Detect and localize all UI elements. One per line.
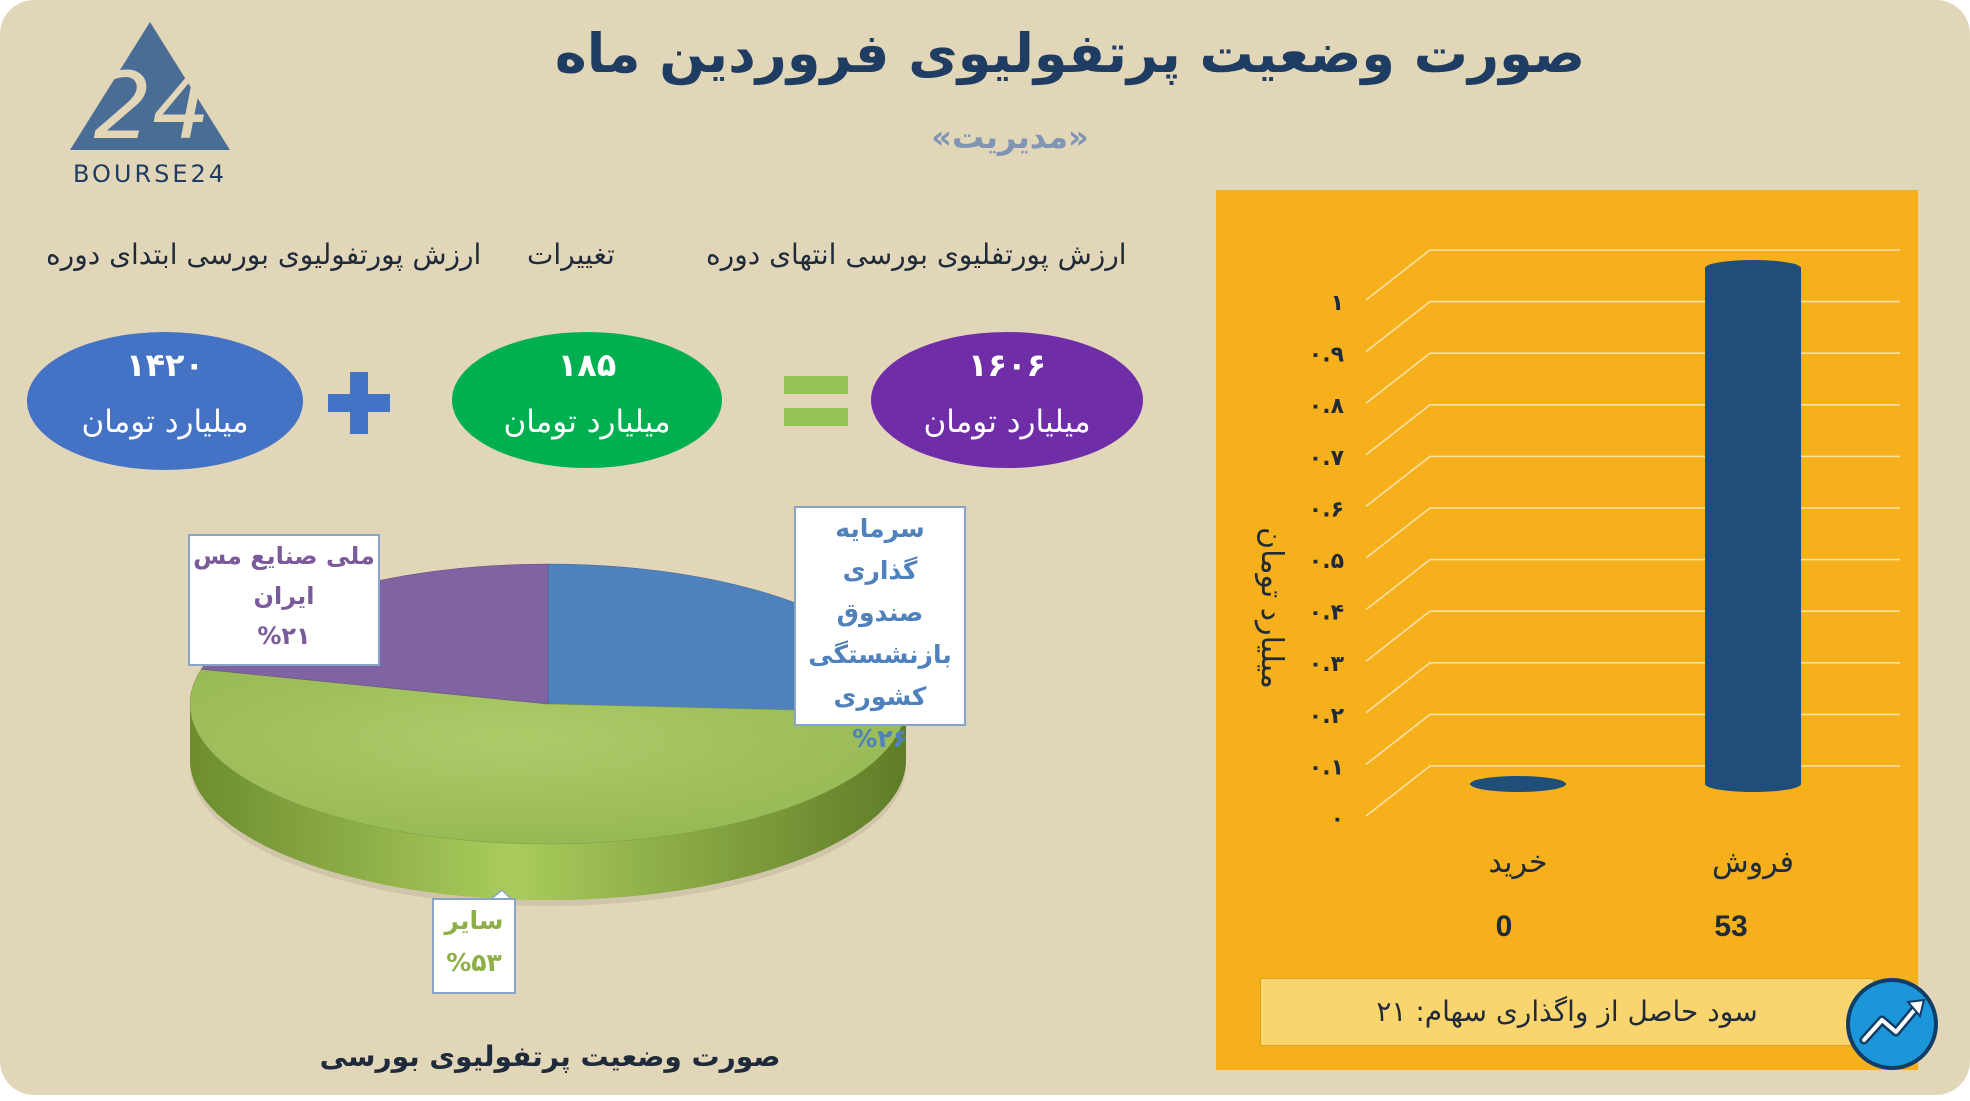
page-title: صورت وضعیت پرتفولیوی فروردین ماه	[554, 22, 1586, 85]
bar-value-label-0: 0	[1496, 910, 1513, 943]
start-value-unit: میلیارد تومان	[81, 404, 249, 440]
label-start-value: ارزش پورتفولیوی بورسی ابتدای دوره	[46, 238, 482, 271]
gridline-0	[1365, 765, 1900, 817]
bar-base-1	[1705, 776, 1801, 792]
portfolio-pie-chart	[189, 563, 907, 906]
plus-icon	[328, 372, 390, 434]
y-tick-label-10: ۱	[1331, 291, 1344, 316]
end-value-unit: میلیارد تومان	[923, 404, 1091, 440]
svg-text:24: 24	[93, 53, 210, 160]
gridline-10	[1365, 249, 1900, 301]
y-tick-label-7: ۰.۷	[1309, 446, 1345, 471]
callout-pension-line3: بازنشستگی	[808, 640, 952, 669]
gridline-6	[1365, 455, 1900, 508]
y-tick-label-9: ۰.۹	[1309, 343, 1344, 368]
callout-other-line1: سایر	[444, 906, 504, 935]
bar-top-1	[1705, 260, 1801, 276]
bar-value-label-1: 53	[1714, 910, 1747, 943]
pie-side-front	[190, 704, 906, 900]
y-tick-label-1: ۰.۱	[1309, 755, 1344, 780]
callout-copper-line3: %۲۱	[257, 622, 311, 650]
change-number: ۱۸۵	[557, 346, 617, 384]
callout-other-line2: %۵۳	[446, 948, 502, 977]
y-tick-label-5: ۰.۵	[1309, 549, 1344, 574]
pie-slice-1	[189, 668, 906, 845]
start-value-oval: ۱۴۲۰ میلیارد تومان	[27, 332, 303, 470]
trend-arrow-icon	[1859, 998, 1926, 1045]
callout-pension-line5: %۲۶	[852, 724, 908, 753]
callout-pension-line4: کشوری	[833, 682, 927, 711]
gridline-4	[1365, 558, 1900, 611]
gridline-1	[1365, 713, 1900, 766]
page-subtitle: «مدیریت»	[931, 118, 1089, 156]
pie-caption: صورت وضعیت پرتفولیوی بورسی	[319, 1040, 781, 1073]
label-change: تغییرات	[527, 238, 615, 271]
y-tick-label-6: ۰.۶	[1309, 497, 1344, 522]
bar-base-0	[1470, 776, 1566, 792]
change-oval: ۱۸۵ میلیارد تومان	[452, 332, 722, 468]
y-tick-label-4: ۰.۴	[1309, 601, 1344, 626]
x-category-label-0: خرید	[1488, 845, 1547, 880]
start-value-number: ۱۴۲۰	[125, 346, 205, 384]
y-tick-label-2: ۰.۲	[1309, 704, 1345, 729]
trend-badge	[1846, 978, 1938, 1070]
callout-copper-line1: ملی صنایع مس	[193, 542, 375, 570]
gridline-2	[1365, 661, 1900, 714]
equals-icon	[784, 376, 848, 426]
profit-box: سود حاصل از واگذاری سهام: ۲۱	[1260, 978, 1874, 1046]
y-tick-label-3: ۰.۳	[1309, 652, 1345, 677]
gridline-5	[1365, 507, 1900, 559]
change-unit: میلیارد تومان	[503, 404, 671, 440]
svg-text:BOURSE24: BOURSE24	[73, 160, 227, 188]
callout-pension-line2: صندوق	[836, 598, 924, 627]
callout-copper-line2: ایران	[253, 582, 315, 610]
gridline-9	[1365, 300, 1900, 353]
bar-1	[1705, 268, 1801, 784]
callout-pension: سرمایه گذاری صندوق بازنشستگی کشوری %۲۶	[794, 506, 966, 753]
end-value-number: ۱۶۰۶	[967, 346, 1047, 384]
y-tick-label-8: ۰.۸	[1309, 394, 1345, 419]
gridline-3	[1365, 610, 1900, 662]
callout-copper: ملی صنایع مس ایران %۲۱	[188, 534, 380, 666]
gridline-7	[1365, 404, 1900, 456]
label-end-value: ارزش پورتفلیوی بورسی انتهای دوره	[706, 238, 1127, 271]
callout-pension-line1: سرمایه گذاری	[835, 514, 925, 585]
callout-other: سایر %۵۳	[432, 898, 516, 994]
y-axis-label: میلیارد تومان	[1254, 527, 1289, 689]
x-category-label-1: فروش	[1712, 845, 1794, 880]
trade-bar-chart: ۰ ۰.۱ ۰.۲ ۰.۳ ۰.۴ ۰.۵ ۰.۶ ۰.۷ ۰.۸ ۰.۹ ۱ میلیارد توم…	[1254, 249, 1900, 943]
end-value-oval: ۱۶۰۶ میلیارد تومان	[871, 332, 1143, 468]
gridline-8	[1365, 352, 1900, 404]
bourse24-logo: 24 BOURSE24	[70, 22, 230, 188]
y-tick-label-0: ۰	[1331, 807, 1344, 832]
trade-panel: ۰ ۰.۱ ۰.۲ ۰.۳ ۰.۴ ۰.۵ ۰.۶ ۰.۷ ۰.۸ ۰.۹ ۱ میلیارد توم…	[1216, 190, 1918, 1070]
